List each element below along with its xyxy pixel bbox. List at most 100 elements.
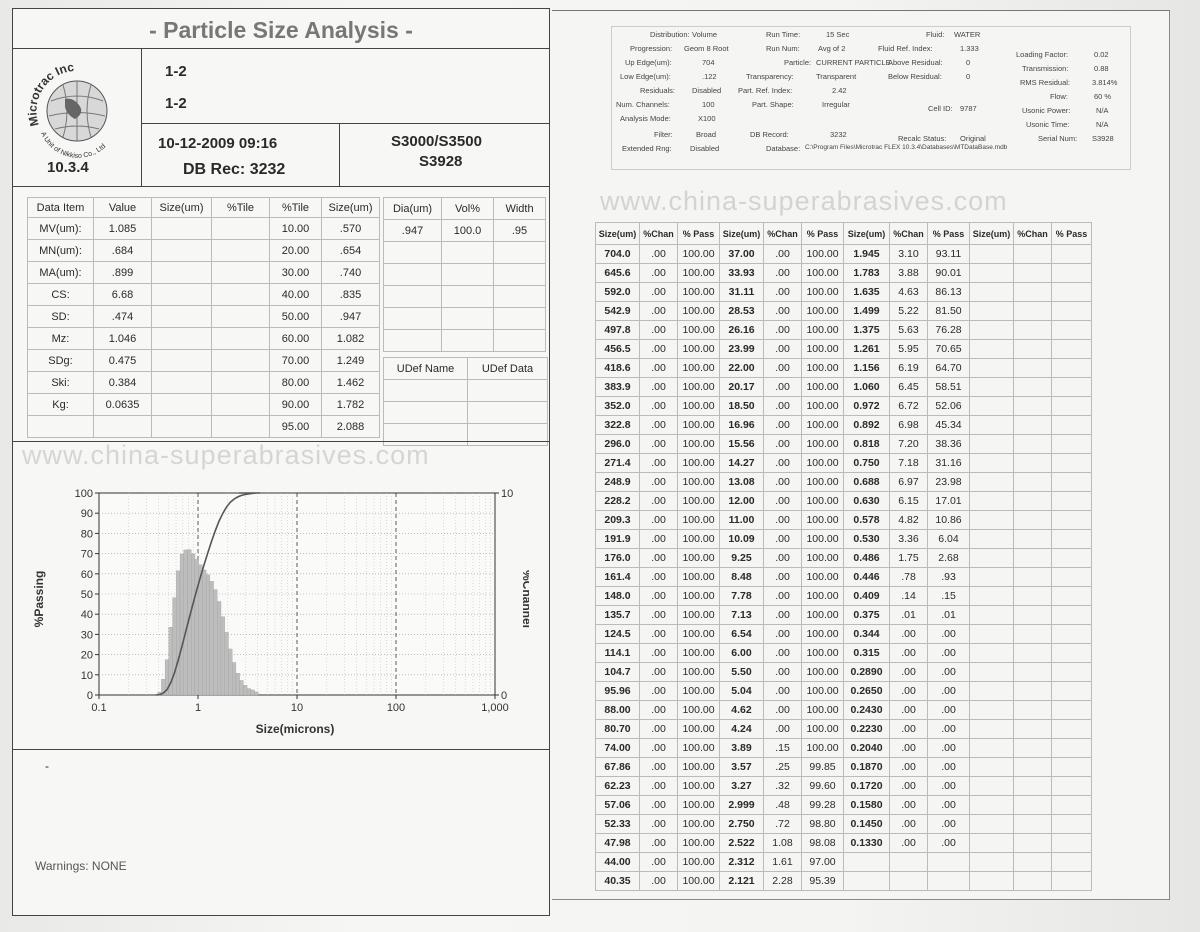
table-cell: 97.00 <box>801 852 844 872</box>
table-cell <box>1051 814 1092 834</box>
table-cell: 100.00 <box>801 377 844 397</box>
table-cell <box>1013 396 1052 416</box>
table-cell: 1.046 <box>93 327 152 350</box>
table-cell: 70.00 <box>269 349 322 372</box>
divider <box>13 441 549 442</box>
table-cell <box>843 871 890 891</box>
table-row: 161.4.00 100.00 8.48.00 100.00 0.446.78.93 <box>595 567 1092 587</box>
table-cell <box>969 472 1014 492</box>
channel-bar <box>239 680 244 696</box>
info-label: Above Residual: <box>888 58 943 67</box>
table-cell: .00 <box>889 681 928 701</box>
table-cell: 100.00 <box>677 472 720 492</box>
table-cell: .14 <box>889 586 928 606</box>
table-cell: .00 <box>763 472 802 492</box>
y2-axis-label: %Channel <box>520 570 529 628</box>
table-cell <box>969 643 1014 663</box>
divider <box>141 49 142 187</box>
sample-id-1: 1-2 <box>165 63 187 80</box>
table-cell <box>969 339 1014 359</box>
table-cell: 47.98 <box>595 833 640 853</box>
table-cell <box>1013 643 1052 663</box>
table-cell: 0.630 <box>843 491 890 511</box>
info-value: 2.42 <box>832 86 847 95</box>
channel-bar <box>243 685 248 696</box>
table-cell <box>1013 586 1052 606</box>
table-cell: 100.00 <box>677 700 720 720</box>
table-cell <box>493 307 546 330</box>
table-cell: 31.11 <box>719 282 764 302</box>
table-row: 176.0.00 100.00 9.25.00 100.00 0.486 1.75 2.68 <box>595 548 1092 568</box>
table-cell: 11.00 <box>719 510 764 530</box>
table-cell: 26.16 <box>719 320 764 340</box>
table-cell <box>1013 662 1052 682</box>
table-cell: 1.261 <box>843 339 890 359</box>
db-record: DB Rec: 3232 <box>183 161 285 179</box>
table-cell <box>151 327 212 350</box>
table-cell: 80.00 <box>269 371 322 394</box>
table-cell: 100.00 <box>801 320 844 340</box>
table-cell: 18.50 <box>719 396 764 416</box>
table-cell: .00 <box>639 643 678 663</box>
table-cell: .00 <box>763 586 802 606</box>
column-header: Data Item <box>27 197 94 218</box>
table-cell: .00 <box>763 510 802 530</box>
column-header: %Chan <box>639 222 678 245</box>
table-row: 497.8.00 100.00 26.16.00 100.00 1.375 5.63 76.… <box>595 320 1092 340</box>
table-cell: 5.63 <box>889 320 928 340</box>
table-cell <box>151 415 212 438</box>
table-cell: 0.375 <box>843 605 890 625</box>
channel-bar <box>232 662 237 696</box>
table-cell: 31.16 <box>927 453 970 473</box>
table-cell: .00 <box>639 738 678 758</box>
table-cell: MV(um): <box>27 217 94 240</box>
table-cell: .00 <box>639 244 678 264</box>
table-row <box>383 401 548 424</box>
x-tick-label: 10 <box>291 702 303 714</box>
table-cell: 23.98 <box>927 472 970 492</box>
table-cell: .00 <box>763 244 802 264</box>
table-cell: 100.00 <box>801 643 844 663</box>
table-cell: 191.9 <box>595 529 640 549</box>
table-row: MN(um): .684 20.00.654 <box>27 239 380 262</box>
info-value: 60 % <box>1094 92 1112 101</box>
table-cell: 10.86 <box>927 510 970 530</box>
table-row: 44.00.00 100.00 2.312 1.61 97.00 <box>595 852 1092 872</box>
table-cell: 81.50 <box>927 301 970 321</box>
table-cell <box>1013 358 1052 378</box>
table-cell <box>1013 795 1052 815</box>
table-cell: 100.00 <box>677 415 720 435</box>
table-cell: 248.9 <box>595 472 640 492</box>
table-cell <box>969 814 1014 834</box>
table-cell: 50.00 <box>269 305 322 328</box>
table-row: 296.0.00 100.00 15.56.00 100.00 0.818 7.20 38.… <box>595 434 1092 454</box>
info-value: Irregular <box>822 100 850 109</box>
divider <box>13 749 549 750</box>
info-value: C:\Program Files\Microtrac FLEX 10.3.4\D… <box>805 144 1008 151</box>
table-cell <box>1051 871 1092 891</box>
table-row: 271.4.00 100.00 14.27.00 100.00 0.750 7.18 31.… <box>595 453 1092 473</box>
channel-bar <box>246 688 251 696</box>
table-cell: 0.1580 <box>843 795 890 815</box>
table-cell <box>1051 833 1092 853</box>
table-cell: 100.00 <box>801 738 844 758</box>
table-cell: .00 <box>889 757 928 777</box>
info-value: 704 <box>702 58 715 67</box>
table-cell <box>969 510 1014 530</box>
table-cell: 100.00 <box>677 358 720 378</box>
table-cell <box>969 529 1014 549</box>
table-cell: 1.249 <box>321 349 380 372</box>
table-cell: .15 <box>763 738 802 758</box>
table-cell <box>1051 396 1092 416</box>
table-cell <box>1013 719 1052 739</box>
table-cell: 74.00 <box>595 738 640 758</box>
table-cell: 88.00 <box>595 700 640 720</box>
table-row: 148.0.00 100.00 7.78.00 100.00 0.409.14.15 <box>595 586 1092 606</box>
table-cell: 15.56 <box>719 434 764 454</box>
column-header: Size(um) <box>843 222 890 245</box>
table-cell: 28.53 <box>719 301 764 321</box>
table-cell: 10.09 <box>719 529 764 549</box>
table-cell <box>1051 415 1092 435</box>
table-cell <box>1051 605 1092 625</box>
table-cell: .95 <box>493 219 546 242</box>
